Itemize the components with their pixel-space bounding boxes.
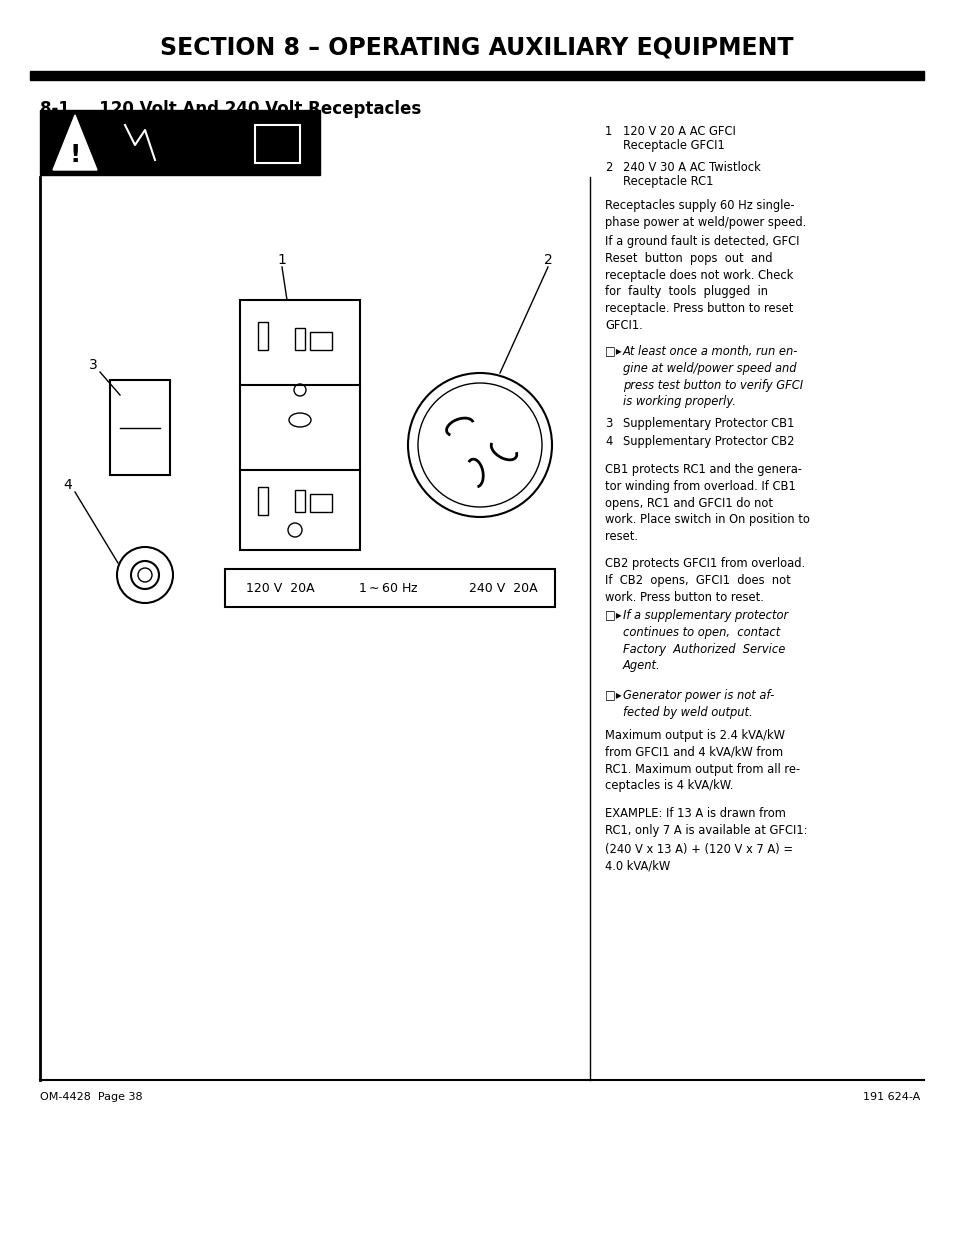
Text: 1: 1 — [277, 253, 286, 267]
Text: 4: 4 — [604, 435, 612, 448]
Text: 2: 2 — [604, 161, 612, 174]
Bar — [247, 115, 312, 170]
Bar — [178, 115, 237, 170]
Text: SECTION 8 – OPERATING AUXILIARY EQUIPMENT: SECTION 8 – OPERATING AUXILIARY EQUIPMEN… — [160, 35, 793, 59]
Text: CB2 protects GFCI1 from overload.
If  CB2  opens,  GFCI1  does  not
work. Press : CB2 protects GFCI1 from overload. If CB2… — [604, 557, 804, 604]
Text: EXAMPLE: If 13 A is drawn from
RC1, only 7 A is available at GFCI1:: EXAMPLE: If 13 A is drawn from RC1, only… — [604, 806, 806, 837]
Text: (240 V x 13 A) + (120 V x 7 A) =
4.0 kVA/kW: (240 V x 13 A) + (120 V x 7 A) = 4.0 kVA… — [604, 844, 792, 873]
Text: OM-4428  Page 38: OM-4428 Page 38 — [40, 1092, 143, 1102]
Text: 3: 3 — [604, 417, 612, 430]
Text: 1: 1 — [604, 125, 612, 138]
Text: CB1 protects RC1 and the genera-
tor winding from overload. If CB1
opens, RC1 an: CB1 protects RC1 and the genera- tor win… — [604, 463, 809, 543]
Text: 1$\sim$60 Hz: 1$\sim$60 Hz — [357, 582, 417, 594]
Text: 120 V  20A: 120 V 20A — [246, 582, 314, 594]
Text: □▸: □▸ — [604, 609, 621, 622]
Bar — [225, 569, 555, 606]
Bar — [40, 110, 319, 175]
Text: At least once a month, run en-
gine at weld/power speed and
press test button to: At least once a month, run en- gine at w… — [622, 345, 802, 409]
Text: If a supplementary protector
continues to open,  contact
Factory  Authorized  Se: If a supplementary protector continues t… — [622, 609, 787, 672]
Text: Receptacle GFCI1: Receptacle GFCI1 — [622, 140, 724, 152]
Bar — [240, 300, 359, 550]
Text: Generator power is not af-
fected by weld output.: Generator power is not af- fected by wel… — [622, 689, 774, 719]
Bar — [110, 115, 170, 170]
Text: 240 V 30 A AC Twistlock: 240 V 30 A AC Twistlock — [622, 161, 760, 174]
Text: Maximum output is 2.4 kVA/kW
from GFCI1 and 4 kVA/kW from
RC1. Maximum output fr: Maximum output is 2.4 kVA/kW from GFCI1 … — [604, 729, 800, 793]
Circle shape — [417, 383, 541, 508]
Bar — [310, 332, 332, 350]
Text: 4: 4 — [64, 478, 72, 492]
Text: Receptacle RC1: Receptacle RC1 — [622, 175, 713, 188]
Text: 120 V 20 A AC GFCI: 120 V 20 A AC GFCI — [622, 125, 735, 138]
Bar — [310, 494, 332, 513]
Circle shape — [408, 373, 552, 517]
Bar — [294, 490, 305, 513]
Bar — [110, 380, 170, 475]
Text: Receptacles supply 60 Hz single-
phase power at weld/power speed.: Receptacles supply 60 Hz single- phase p… — [604, 199, 805, 228]
Ellipse shape — [289, 412, 311, 427]
Text: Supplementary Protector CB1: Supplementary Protector CB1 — [622, 417, 794, 430]
Circle shape — [138, 568, 152, 582]
Text: 191 624-A: 191 624-A — [862, 1092, 919, 1102]
Text: □▸: □▸ — [604, 345, 621, 358]
Text: Supplementary Protector CB2: Supplementary Protector CB2 — [622, 435, 794, 448]
Text: □▸: □▸ — [604, 689, 621, 701]
Circle shape — [131, 561, 159, 589]
Bar — [30, 70, 923, 80]
Bar — [257, 322, 268, 350]
Bar — [257, 487, 268, 515]
Text: !: ! — [70, 143, 81, 167]
Text: 8-1.    120 Volt And 240 Volt Receptacles: 8-1. 120 Volt And 240 Volt Receptacles — [40, 100, 421, 119]
Circle shape — [117, 547, 172, 603]
Bar — [254, 125, 299, 163]
Circle shape — [294, 384, 306, 396]
Circle shape — [288, 522, 302, 537]
Text: 2: 2 — [543, 253, 552, 267]
Bar — [294, 329, 305, 350]
Text: If a ground fault is detected, GFCI
Reset  button  pops  out  and
receptacle doe: If a ground fault is detected, GFCI Rese… — [604, 235, 799, 332]
Polygon shape — [53, 115, 97, 170]
Text: 3: 3 — [89, 358, 97, 372]
Text: 240 V  20A: 240 V 20A — [468, 582, 537, 594]
